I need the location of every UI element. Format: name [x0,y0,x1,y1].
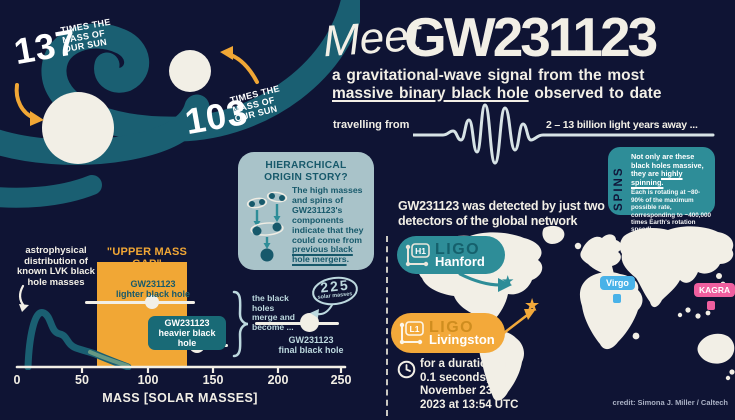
clock-icon [397,360,416,379]
livingston-ligo-word: LIGO [429,318,475,336]
origin-body-underlined: previous black hole mergers [292,244,353,265]
africa [579,272,643,350]
detection-heading: GW231123 was detected by just two detect… [398,199,605,228]
spins-lead-underlined: highly spinning. [631,169,683,187]
lighter-bh-label: GW231123 lighter black hole [115,279,191,299]
gravitational-waveform-icon [413,103,715,165]
distribution-annotation: astrophysical distribution of known LVK … [17,245,95,288]
yellow-arrow-icon [14,83,44,126]
final-bh-label: GW231123 final black hole [278,335,344,355]
x-tick-0: 0 [13,373,21,387]
lighter-bh-point [145,295,159,309]
x-tick-100: 100 [137,373,159,387]
australia [697,333,735,364]
credit-text: credit: Simona J. Miller / Caltech [612,398,728,407]
kagra-marker [707,301,715,310]
kagra-label: KAGRA [694,283,735,297]
x-axis [15,365,347,373]
origin-story-panel: HIERARCHICAL ORIGIN STORY? The high mass… [238,152,374,270]
spins-lead-text: Not only are these black holes massive, … [631,152,704,179]
x-tick-150: 150 [202,373,224,387]
primary-black-hole [42,92,114,164]
callout-ellipse [312,276,358,306]
distance-label: 2 – 13 billion light years away ... [546,119,698,131]
h1-detector-icon: H1 [405,243,430,267]
subtitle-line2: massive binary black hole observed to da… [332,85,661,103]
secondary-black-hole [169,50,211,92]
final-bh-error-bar [255,322,339,325]
lighter-bh-error-bar [85,301,195,304]
origin-story-body: The high masses and spins of GW231123's … [292,185,366,265]
l1-detector-icon: L1 [399,321,424,345]
hanford-site-name: Hanford [435,253,485,269]
origin-story-title: HIERARCHICAL ORIGIN STORY? [264,160,348,183]
origin-body-end: . [346,254,349,265]
spins-lead: Not only are these black holes massive, … [631,152,711,187]
x-tick-250: 250 [330,373,352,387]
virgo-marker [613,294,621,303]
ligo-livingston-badge: L1 LIGO Livingston [391,313,505,353]
page-title: GW231123 [404,6,658,68]
l1-code: L1 [410,324,420,334]
duration-text: for a duration of 0.1 seconds, on Novemb… [420,358,519,411]
ligo-hanford-badge: H1 LIGO Hanford [397,236,505,274]
x-tick-200: 200 [267,373,289,387]
final-bh-point [300,313,319,332]
subtitle-line1: a gravitational-wave signal from the mos… [332,67,645,84]
curly-brace [232,290,249,358]
yellow-arrow-icon [220,46,259,84]
x-tick-50: 50 [75,373,89,387]
subtitle-rest: observed to date [528,84,662,102]
virgo-label: Virgo [600,276,635,290]
x-axis-title: MASS [SOLAR MASSES] [102,391,258,405]
origin-body-text: The high masses and spins of GW231123's … [292,185,364,245]
spins-body: Not only are these black holes massive, … [631,152,711,234]
subtitle: a gravitational-wave signal from the mos… [332,67,661,102]
merger-tree-diagram [246,191,288,262]
white-arrow-icon [19,284,29,312]
teal-arrow-icon [458,272,512,292]
callout-arrow-icon [310,304,333,318]
asia [619,226,734,308]
heavier-bh-label: GW231123 heavier black hole [148,316,226,350]
livingston-site-name: Livingston [429,331,495,347]
hanford-ligo-word: LIGO [435,240,481,258]
subtitle-underlined: massive binary black hole [332,84,529,102]
upper-mass-gap-label: "UPPER MASS GAP" [106,246,188,270]
section-divider [386,236,388,416]
mass-distribution-curve [24,309,132,370]
and-label: and [444,284,465,296]
europe [580,234,622,275]
h1-code: H1 [415,246,426,256]
merge-note: the black holes merge and become ... [252,293,295,332]
spins-panel: SPINS Not only are these black holes mas… [608,147,715,233]
travelling-from-label: travelling from [333,119,410,131]
spins-vertical-label: SPINS [613,166,625,211]
binary-black-hole-illustration [0,0,360,208]
